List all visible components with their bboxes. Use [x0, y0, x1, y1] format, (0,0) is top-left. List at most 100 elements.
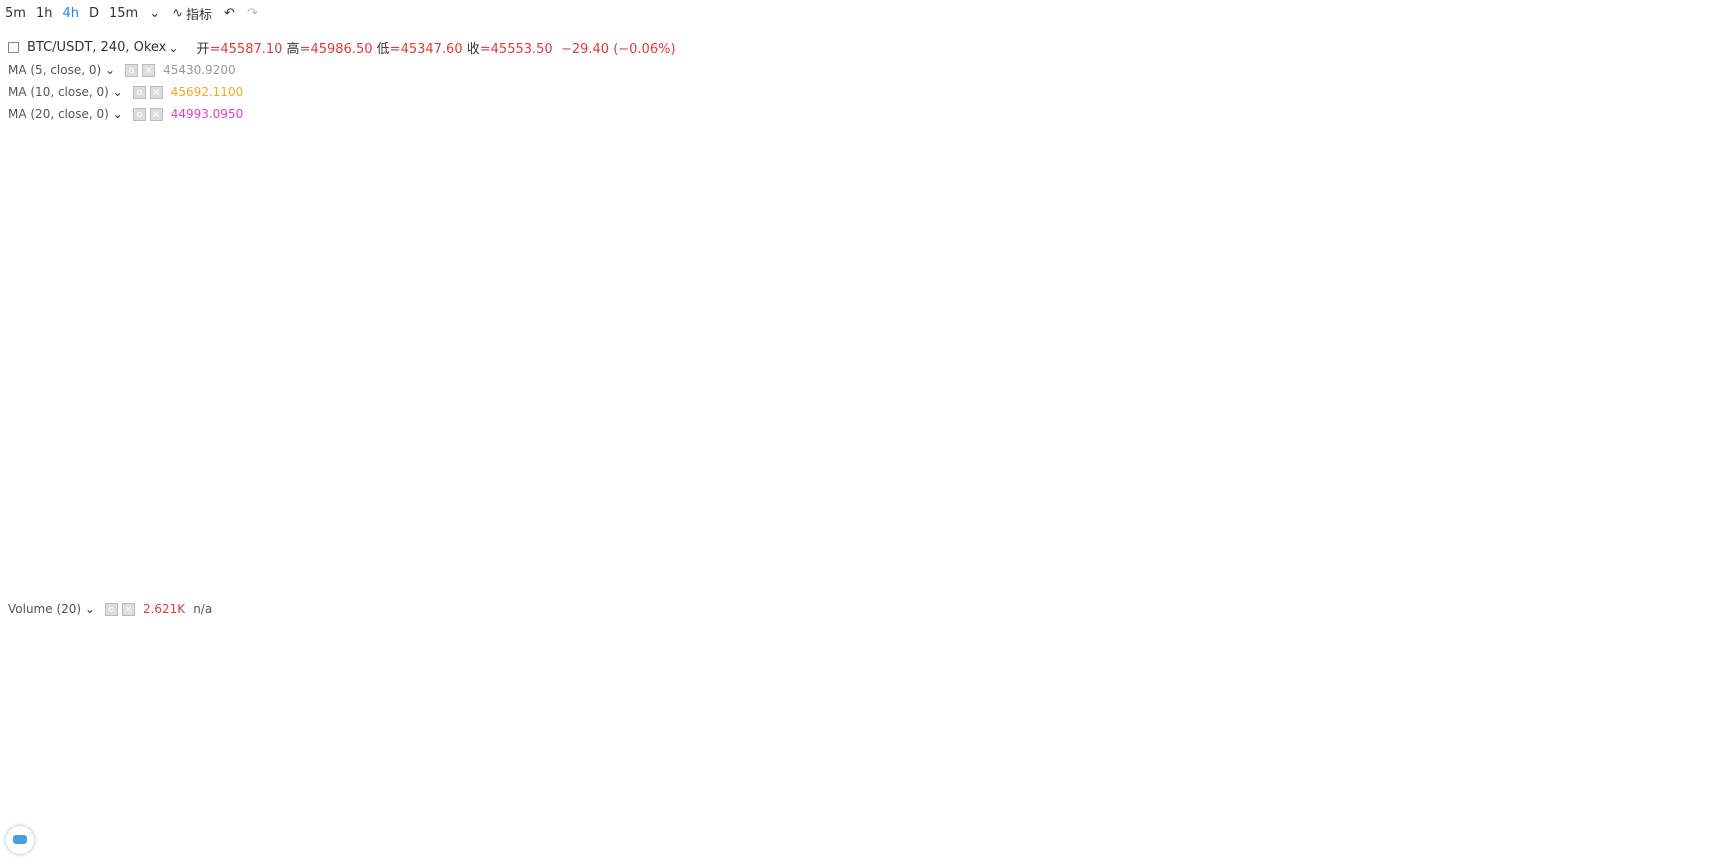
- candle-body: [1460, 151, 1466, 162]
- ma20-dropdown-chevron-icon[interactable]: ⌄: [108, 107, 123, 121]
- volume-bar: [375, 817, 381, 850]
- ma10-dropdown-chevron-icon[interactable]: ⌄: [108, 85, 123, 99]
- volume-bar: [444, 817, 449, 850]
- volume-bar: [1024, 840, 1029, 850]
- candle-body: [419, 340, 424, 344]
- candle-body: [955, 303, 961, 314]
- candle-body: [132, 316, 137, 321]
- volume-bar: [1317, 807, 1322, 850]
- candle-body: [1622, 87, 1628, 91]
- candle-body: [1205, 175, 1210, 196]
- symbol-title[interactable]: BTC/USDT, 240, Okex: [27, 40, 167, 55]
- timeframe-d[interactable]: D: [88, 5, 99, 21]
- timeframe-1h[interactable]: 1h: [35, 5, 53, 21]
- candle-body: [706, 380, 711, 385]
- symbol-dropdown-chevron-icon[interactable]: ⌄: [168, 40, 179, 55]
- volume-bar: [1604, 798, 1609, 850]
- candle-body: [974, 303, 979, 307]
- volume-bar: [1298, 756, 1303, 850]
- collapse-legend-icon[interactable]: [8, 42, 19, 53]
- candle-body: [544, 377, 549, 385]
- candle-body: [1018, 215, 1023, 219]
- candle-body: [687, 380, 692, 388]
- timeframe-4h[interactable]: 4h: [62, 5, 79, 21]
- volume-bar: [1529, 821, 1534, 850]
- candle-body: [1236, 154, 1241, 162]
- ma5-remove-icon[interactable]: ×: [142, 63, 156, 77]
- volume-bar: [887, 817, 892, 850]
- candle-body: [1042, 225, 1048, 243]
- timeframe-5m[interactable]: 5m: [5, 5, 26, 21]
- candle-body: [824, 384, 830, 398]
- candle-body: [76, 360, 81, 371]
- candle-body: [968, 296, 973, 304]
- redo-icon[interactable]: ↷: [246, 5, 258, 21]
- undo-icon[interactable]: ↶: [224, 5, 235, 21]
- ma20-name[interactable]: MA (20, close, 0): [8, 107, 109, 121]
- candle-body: [1155, 175, 1160, 179]
- candle-body: [338, 377, 343, 381]
- candle-body: [793, 418, 798, 429]
- change-value: −29.40 (−0.06%): [560, 42, 676, 57]
- candle-body: [1180, 175, 1185, 182]
- candle-body: [618, 387, 624, 398]
- ma10-line: [9, 78, 1651, 437]
- timeframe-15m[interactable]: 15m: [108, 5, 139, 21]
- candle-body: [1398, 175, 1403, 179]
- volume-bar: [163, 845, 169, 850]
- volume-bar: [32, 812, 38, 850]
- volume-dropdown-chevron-icon[interactable]: ⌄: [81, 602, 95, 616]
- ma10-name[interactable]: MA (10, close, 0): [8, 85, 109, 99]
- candle-body: [1142, 171, 1148, 179]
- tradingview-logo-icon[interactable]: [6, 826, 34, 854]
- volume-bar: [1454, 831, 1459, 850]
- volume-bar: [1248, 831, 1254, 850]
- volume-bar: [1473, 798, 1478, 850]
- volume-bar: [288, 817, 293, 850]
- candle-body: [1454, 151, 1459, 155]
- ma10-visibility-icon[interactable]: [132, 85, 146, 99]
- volume-bar: [1117, 831, 1123, 850]
- volume-bar: [1566, 826, 1572, 850]
- volume-bar: [637, 831, 642, 850]
- volume-bar: [113, 831, 119, 850]
- volume-bar: [662, 831, 667, 850]
- candle-body: [232, 316, 237, 324]
- candle-body: [1442, 151, 1447, 162]
- volume-bar: [145, 826, 150, 850]
- candle-body: [1385, 188, 1391, 209]
- candle-body: [525, 367, 530, 378]
- volume-bar: [101, 798, 106, 850]
- ma5-visibility-icon[interactable]: [125, 63, 139, 77]
- candle-body: [194, 347, 200, 368]
- timeframe-dropdown-chevron-icon[interactable]: ⌄: [149, 5, 161, 21]
- volume-bar: [830, 835, 836, 850]
- candle-body: [57, 374, 63, 381]
- indicators-button[interactable]: ∿ 指标: [166, 4, 218, 23]
- volume-bar: [481, 835, 487, 850]
- volume-bar: [487, 835, 493, 850]
- ma20-remove-icon[interactable]: ×: [149, 107, 163, 121]
- ma5-name[interactable]: MA (5, close, 0): [8, 63, 102, 77]
- volume-bar: [618, 835, 624, 850]
- volume-bar: [1554, 821, 1559, 850]
- volume-bar: [1348, 751, 1353, 850]
- ohlc-values: 开=45587.10 高=45986.50 低=45347.60 收=45553…: [196, 42, 676, 57]
- volume-visibility-icon[interactable]: [104, 602, 118, 616]
- candle-body: [350, 357, 356, 361]
- candle-body: [781, 441, 786, 445]
- ma5-dropdown-chevron-icon[interactable]: ⌄: [101, 63, 116, 77]
- volume-remove-icon[interactable]: ×: [121, 602, 135, 616]
- ma10-remove-icon[interactable]: ×: [149, 85, 163, 99]
- candle-body: [1124, 168, 1129, 175]
- ma20-visibility-icon[interactable]: [132, 107, 146, 121]
- volume-bar: [799, 821, 805, 850]
- volume-bar: [313, 779, 318, 850]
- volume-name[interactable]: Volume (20): [8, 602, 82, 616]
- volume-bar: [781, 821, 786, 850]
- volume-bar: [300, 840, 306, 850]
- candle-body: [1036, 178, 1042, 226]
- volume-bar: [562, 817, 568, 850]
- candle-body: [475, 347, 480, 358]
